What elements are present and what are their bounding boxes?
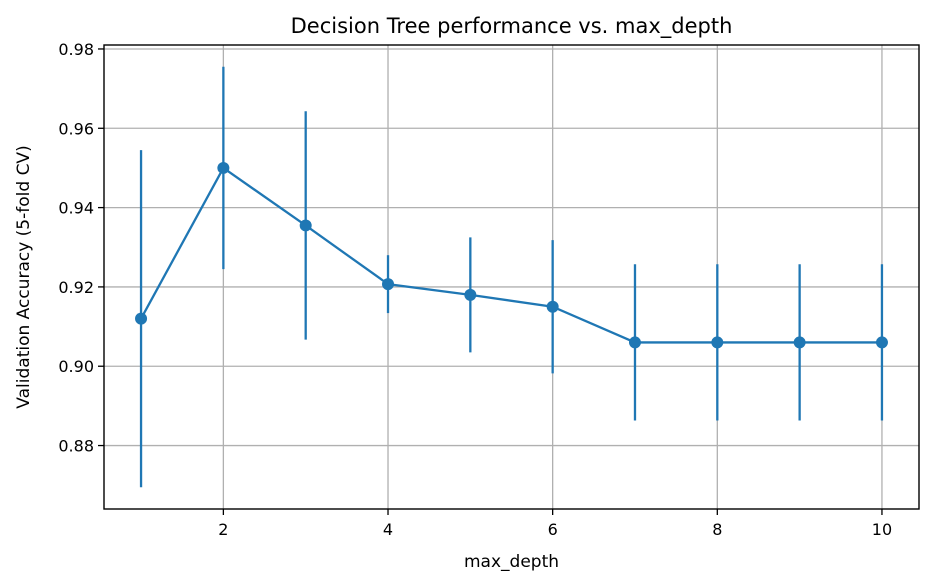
y-tick-label: 0.88 [58, 437, 94, 456]
y-tick-label: 0.98 [58, 40, 94, 59]
data-point [793, 336, 806, 349]
y-tick-label: 0.90 [58, 357, 94, 376]
y-axis-label: Validation Accuracy (5-fold CV) [14, 145, 34, 408]
y-tick-label: 0.94 [58, 199, 94, 218]
data-point [711, 336, 724, 349]
x-tick-label: 6 [548, 520, 558, 539]
x-tick-label: 8 [712, 520, 722, 539]
x-tick-label: 2 [218, 520, 228, 539]
data-point [217, 161, 230, 174]
data-point [382, 278, 395, 291]
error-bars [139, 66, 884, 488]
data-point [546, 300, 559, 313]
y-tick-label: 0.92 [58, 278, 94, 297]
data-point [628, 336, 641, 349]
x-tick-label: 10 [872, 520, 892, 539]
x-tick-label: 4 [383, 520, 393, 539]
chart-title: Decision Tree performance vs. max_depth [291, 14, 733, 39]
x-axis-label: max_depth [464, 552, 559, 572]
data-point [875, 336, 888, 349]
data-point [299, 219, 312, 232]
plot-frame [103, 44, 920, 510]
grid [104, 45, 919, 509]
markers [135, 161, 888, 349]
series-line [140, 166, 882, 344]
data-point [464, 288, 477, 301]
ticks: 2 4 6 8 10 0.88 0.90 0.92 0.94 0.96 0.98 [58, 40, 892, 539]
y-tick-label: 0.96 [58, 119, 94, 138]
data-point [135, 312, 148, 325]
